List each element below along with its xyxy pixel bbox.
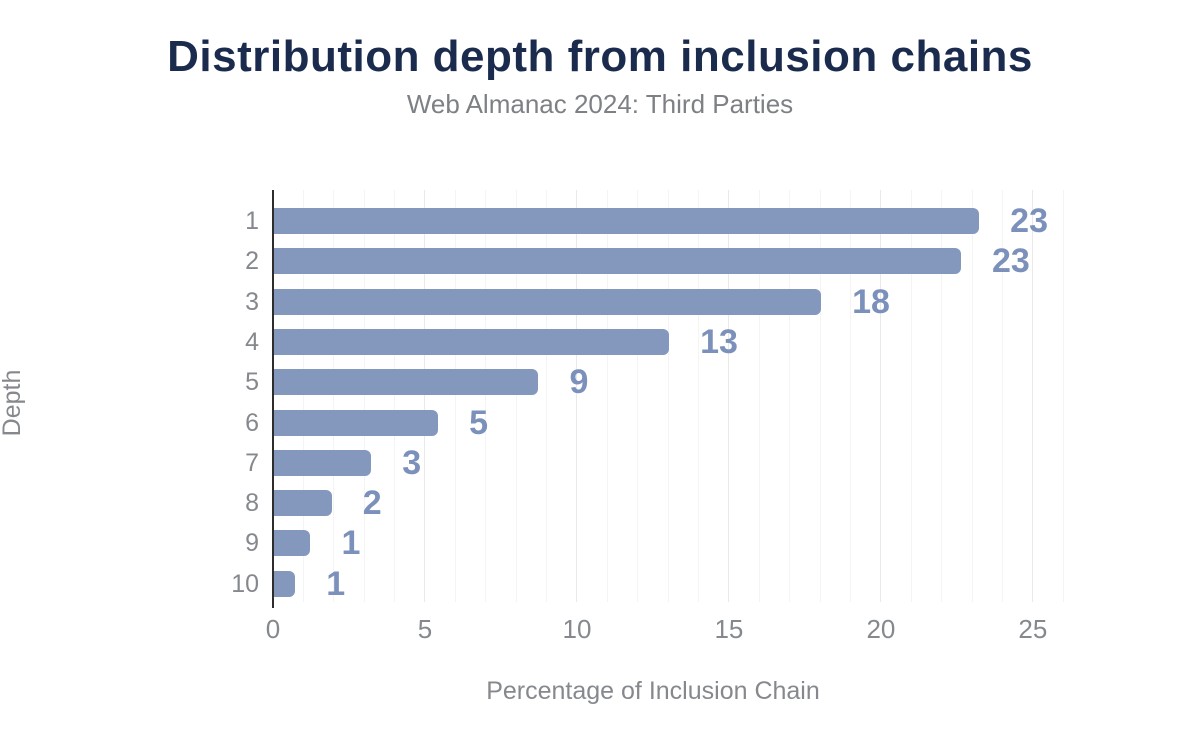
gridline <box>576 190 578 602</box>
gridline <box>454 190 456 602</box>
x-axis-title: Percentage of Inclusion Chain <box>486 677 820 705</box>
bar <box>274 248 961 275</box>
gridline <box>941 190 943 602</box>
gridline <box>1032 190 1034 602</box>
chart-title: Distribution depth from inclusion chains <box>167 32 1033 81</box>
gridline <box>394 190 396 602</box>
gridline <box>363 190 365 602</box>
gridline <box>819 190 821 602</box>
bar <box>274 449 372 476</box>
x-tick-label: 0 <box>265 614 281 644</box>
gridline <box>971 190 973 602</box>
gridline <box>880 190 882 602</box>
gridline <box>698 190 700 602</box>
bar-value-label: 13 <box>700 322 738 361</box>
bar <box>274 369 539 396</box>
x-tick-label: 20 <box>866 614 896 644</box>
gridline <box>485 190 487 602</box>
gridline <box>1001 190 1003 602</box>
y-category-label: 9 <box>245 529 259 558</box>
y-category-label: 7 <box>245 448 259 477</box>
bar-value-label: 18 <box>852 282 890 321</box>
y-axis-line <box>272 190 274 608</box>
gridline <box>546 190 548 602</box>
y-category-label: 3 <box>245 287 259 316</box>
gridline <box>515 190 517 602</box>
y-category-label: 5 <box>245 368 259 397</box>
bar <box>274 409 439 436</box>
gridline <box>606 190 608 602</box>
bar-value-label: 23 <box>991 242 1030 281</box>
y-category-label: 1 <box>245 207 259 235</box>
gridline <box>333 190 335 602</box>
y-category-label: 2 <box>245 247 259 276</box>
gridline <box>758 190 760 602</box>
bar <box>274 570 296 597</box>
bar <box>274 530 311 557</box>
y-axis-title: Depth <box>0 369 26 437</box>
chart-subtitle: Web Almanac 2024: Third Parties <box>406 89 794 119</box>
bar <box>274 490 332 517</box>
bar-value-label: 1 <box>341 524 361 563</box>
gridline <box>424 190 426 602</box>
bar-value-label: 9 <box>569 363 589 402</box>
x-tick-label: 15 <box>714 614 744 644</box>
bar <box>274 288 822 315</box>
x-tick-label: 5 <box>417 614 433 644</box>
bar-value-label: 23 <box>1010 202 1048 240</box>
y-category-label: 4 <box>245 327 259 356</box>
x-tick-label: 10 <box>562 614 592 644</box>
gridline <box>910 190 912 602</box>
gridline <box>789 190 791 602</box>
y-category-label: 8 <box>245 489 259 518</box>
bar-value-label: 5 <box>469 403 489 442</box>
gridline <box>1062 190 1064 602</box>
y-category-label: 10 <box>231 569 259 598</box>
bar-value-label: 3 <box>402 443 422 482</box>
bar-value-label: 1 <box>326 564 346 603</box>
plot-area: 1 23 2 23 3 18 4 13 5 9 6 5 7 3 8 2 9 1 10 1 0 5 10 15 20 25 <box>231 190 1080 644</box>
bar <box>274 328 670 355</box>
y-category-label: 6 <box>245 408 259 437</box>
bar-value-label: 2 <box>362 484 382 523</box>
bar <box>274 208 980 234</box>
gridline <box>728 190 730 602</box>
gridline <box>302 190 304 602</box>
gridline <box>637 190 639 602</box>
x-tick-label: 25 <box>1018 614 1048 644</box>
gridline <box>667 190 669 602</box>
gridline <box>850 190 851 602</box>
